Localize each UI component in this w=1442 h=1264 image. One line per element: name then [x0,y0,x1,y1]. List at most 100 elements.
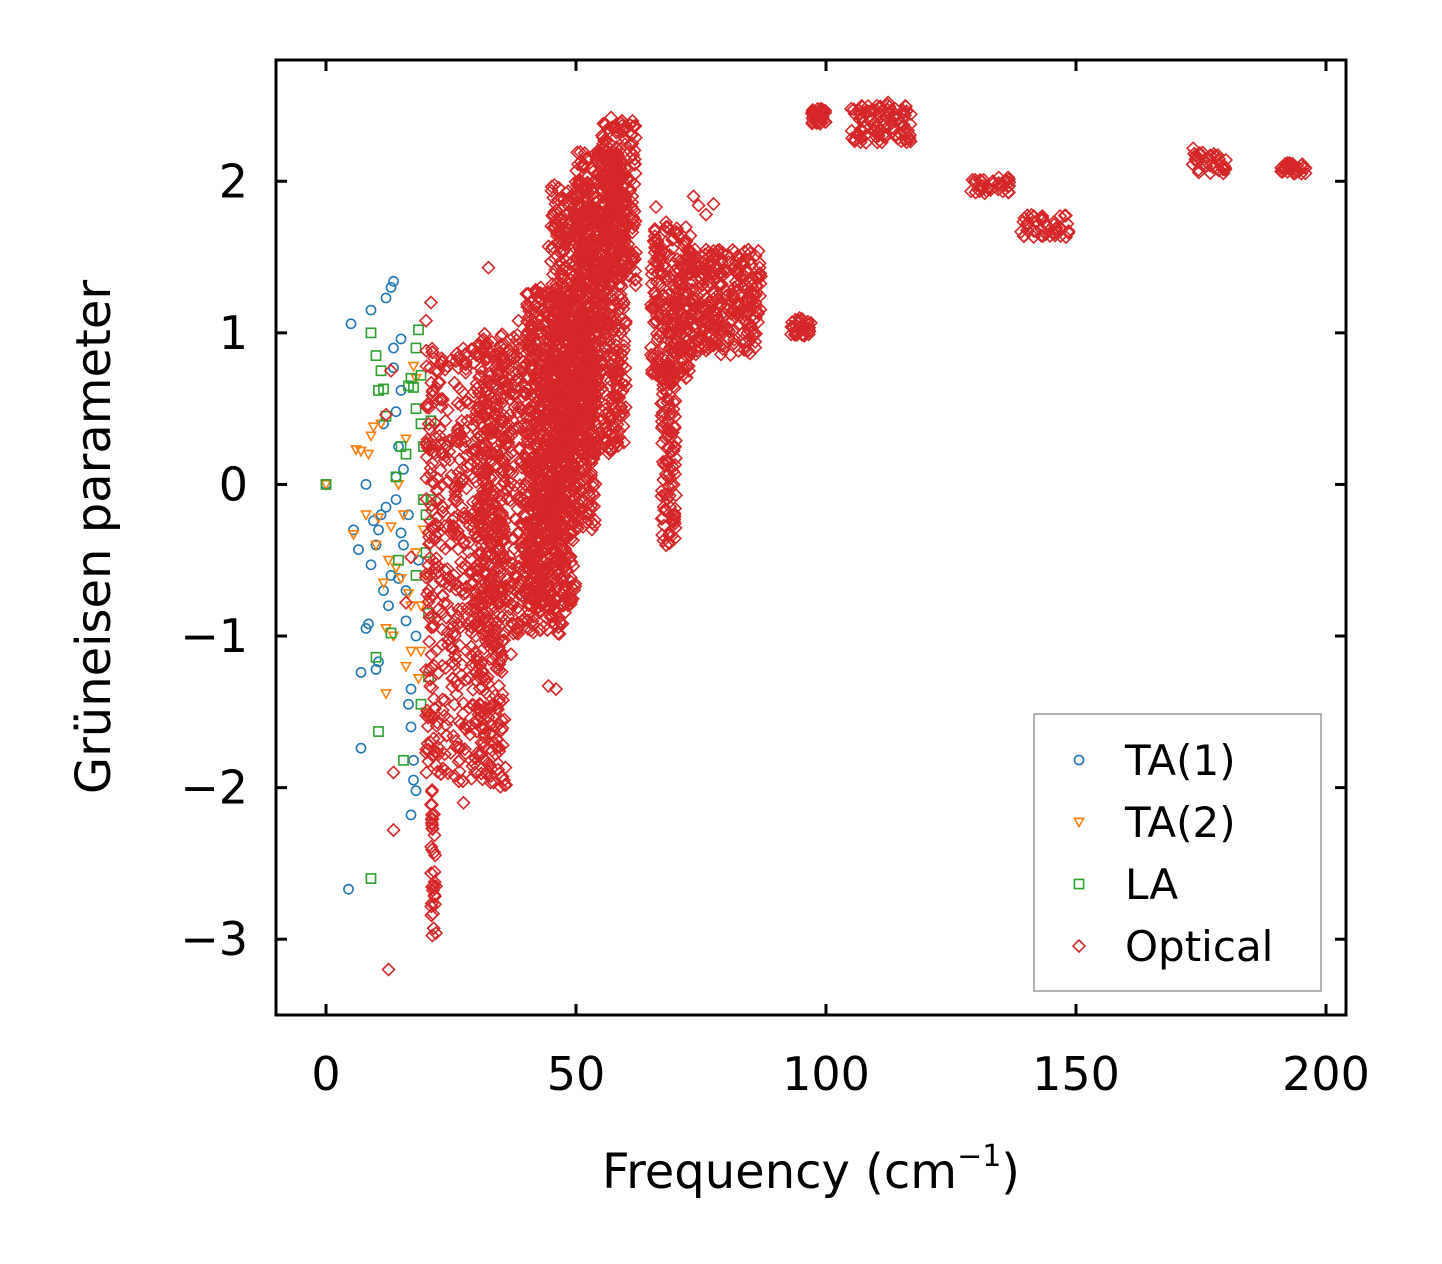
data-point [372,513,385,525]
data-point [529,284,544,299]
data-point [424,647,439,662]
data-point [552,519,567,534]
data-point [535,597,550,612]
data-point [565,467,580,482]
data-point [445,679,460,695]
data-point [488,348,503,363]
data-point [1026,229,1041,245]
data-point [458,361,474,377]
data-point [427,897,443,912]
data-point [444,502,459,517]
data-point [593,365,608,380]
data-point [598,266,613,282]
data-point [395,527,407,539]
data-point [680,299,696,314]
data-point [704,247,719,262]
data-point [691,198,706,213]
data-point [607,265,622,280]
x-tick-label: 150 [1032,1047,1120,1101]
data-point [421,603,436,618]
data-point [433,437,448,452]
legend-label: Optical [1125,922,1273,971]
data-point [490,362,505,377]
data-point [563,574,578,589]
data-point [679,358,694,373]
data-point [511,313,526,328]
data-point [431,602,446,617]
data-point [470,425,486,440]
data-point [609,120,624,135]
data-point [541,678,556,694]
data-point [550,626,566,641]
data-point [572,206,587,222]
data-point [1013,224,1029,239]
data-point [1204,149,1219,164]
data-point [551,235,566,250]
data-point [575,506,590,521]
data-point [365,304,377,316]
data-point [479,395,494,410]
data-point [486,483,501,498]
data-point [660,391,675,406]
data-point [549,441,564,456]
data-point [721,298,736,313]
data-point [615,168,630,183]
data-point [1218,161,1233,176]
data-point [991,176,1006,191]
data-point [387,631,400,643]
data-point [442,579,458,594]
data-point [472,658,488,673]
data-point [494,579,509,594]
data-point [577,248,592,263]
data-point [655,405,670,420]
data-point [449,434,464,449]
data-point [408,754,419,766]
data-point [599,327,614,342]
data-point [424,797,439,812]
data-point [476,735,492,750]
data-point [520,371,536,386]
data-point [585,205,600,220]
data-point [618,316,633,331]
data-point [612,423,627,439]
data-point [610,380,626,395]
data-point [536,619,551,634]
data-point [565,458,580,473]
data-point [668,450,684,466]
data-point [622,183,638,198]
data-point [355,742,367,754]
data-point [573,459,588,474]
data-point [619,196,634,212]
data-point [505,387,521,402]
data-point [575,423,590,439]
data-point [458,717,473,733]
data-point [650,332,665,347]
data-point [738,314,753,330]
data-point [720,247,735,262]
data-point [604,367,619,382]
data-point [525,338,540,354]
data-point [656,381,671,397]
data-point [578,368,593,383]
data-point [607,364,623,379]
data-point [717,262,732,278]
data-point [451,617,466,632]
data-point [523,362,538,377]
data-point [569,187,585,202]
data-point [526,524,541,539]
data-point [976,172,991,187]
data-point [517,611,532,626]
data-point [345,318,357,330]
data-point [845,131,860,146]
data-point [667,501,683,516]
data-point [660,356,675,372]
data-point [502,407,517,422]
data-point [549,313,564,328]
data-point [542,454,558,470]
data-point [424,620,439,635]
data-point [660,298,676,313]
data-point [598,181,614,196]
data-point [398,463,409,475]
data-point [439,728,454,743]
data-point [611,429,627,445]
